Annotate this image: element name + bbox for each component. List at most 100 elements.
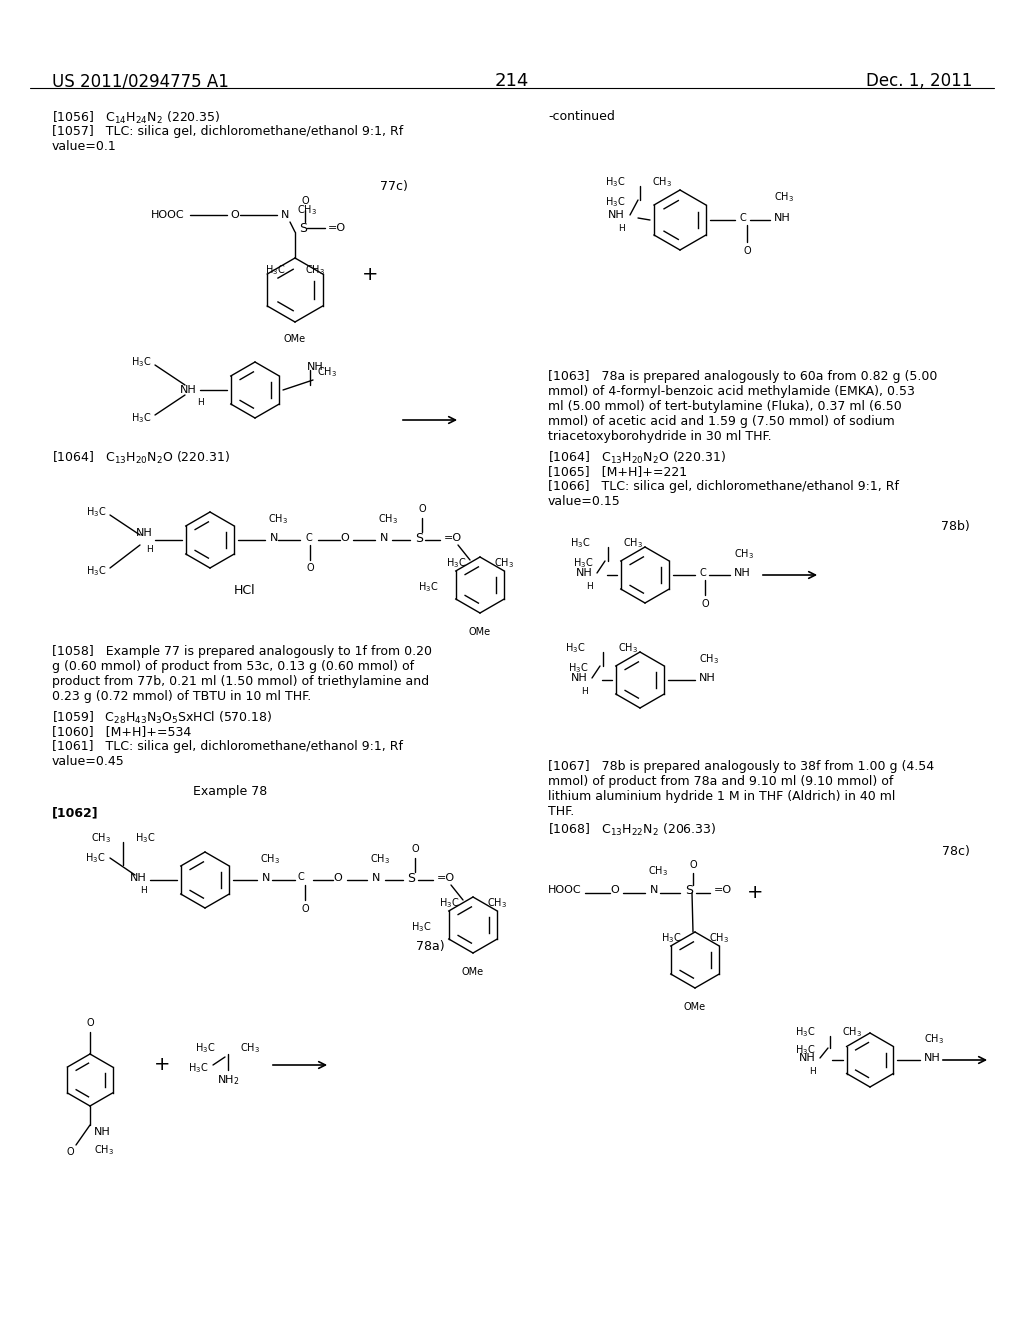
Text: O: O: [743, 246, 751, 256]
Text: CH$_3$: CH$_3$: [652, 176, 672, 189]
Text: HOOC: HOOC: [152, 210, 185, 220]
Text: NH$_2$: NH$_2$: [217, 1073, 240, 1086]
Text: O: O: [306, 564, 313, 573]
Text: N: N: [270, 533, 279, 543]
Text: NH: NH: [571, 673, 588, 682]
Text: O: O: [610, 884, 620, 895]
Text: 0.23 g (0.72 mmol) of TBTU in 10 ml THF.: 0.23 g (0.72 mmol) of TBTU in 10 ml THF.: [52, 690, 311, 704]
Text: CH$_3$: CH$_3$: [260, 853, 280, 866]
Text: H$_3$C: H$_3$C: [86, 506, 106, 519]
Text: Dec. 1, 2011: Dec. 1, 2011: [865, 73, 972, 90]
Text: H$_3$C: H$_3$C: [187, 1061, 208, 1074]
Text: CH$_3$: CH$_3$: [297, 203, 317, 216]
Text: H$_3$C: H$_3$C: [86, 564, 106, 578]
Text: H$_3$C: H$_3$C: [567, 661, 588, 675]
Text: =O: =O: [714, 884, 732, 895]
Text: H$_3$C: H$_3$C: [604, 176, 625, 189]
Text: 214: 214: [495, 73, 529, 90]
Text: CH$_3$: CH$_3$: [268, 512, 288, 525]
Text: mmol) of acetic acid and 1.59 g (7.50 mmol) of sodium: mmol) of acetic acid and 1.59 g (7.50 mm…: [548, 414, 895, 428]
Text: CH$_3$: CH$_3$: [378, 512, 398, 525]
Text: H$_3$C: H$_3$C: [131, 411, 151, 425]
Text: Example 78: Example 78: [193, 785, 267, 799]
Text: H: H: [809, 1067, 816, 1076]
Text: H$_3$C: H$_3$C: [604, 195, 625, 209]
Text: NH: NH: [130, 873, 147, 883]
Text: O: O: [301, 904, 309, 913]
Text: CH$_3$: CH$_3$: [305, 263, 325, 277]
Text: C: C: [298, 873, 305, 882]
Text: OMe: OMe: [462, 968, 484, 977]
Text: NH: NH: [608, 210, 625, 220]
Text: S: S: [407, 871, 415, 884]
Text: N: N: [262, 873, 270, 883]
Text: CH$_3$: CH$_3$: [91, 832, 111, 845]
Text: S: S: [415, 532, 423, 544]
Text: O: O: [67, 1147, 74, 1158]
Text: CH$_3$: CH$_3$: [487, 896, 507, 909]
Text: H$_3$C: H$_3$C: [795, 1043, 815, 1057]
Text: [1066]   TLC: silica gel, dichloromethane/ethanol 9:1, Rf: [1066] TLC: silica gel, dichloromethane/…: [548, 480, 899, 492]
Text: CH$_3$: CH$_3$: [94, 1143, 114, 1156]
Text: CH$_3$: CH$_3$: [842, 1026, 862, 1039]
Text: =O: =O: [444, 533, 462, 543]
Text: O: O: [301, 195, 309, 206]
Text: CH$_3$: CH$_3$: [240, 1041, 260, 1055]
Text: H$_3$C: H$_3$C: [438, 896, 459, 909]
Text: CH$_3$: CH$_3$: [317, 366, 337, 379]
Text: [1068]   C$_{13}$H$_{22}$N$_{2}$ (206.33): [1068] C$_{13}$H$_{22}$N$_{2}$ (206.33): [548, 822, 717, 838]
Text: N: N: [380, 533, 388, 543]
Text: CH$_3$: CH$_3$: [709, 931, 729, 945]
Text: +: +: [361, 265, 378, 285]
Text: H: H: [140, 886, 147, 895]
Text: O: O: [412, 843, 419, 854]
Text: CH$_3$: CH$_3$: [774, 190, 794, 205]
Text: NH: NH: [774, 213, 791, 223]
Text: O: O: [341, 533, 349, 543]
Text: [1062]: [1062]: [52, 807, 98, 818]
Text: H$_3$C: H$_3$C: [569, 536, 590, 550]
Text: H$_3$C: H$_3$C: [660, 931, 681, 945]
Text: H$_3$C: H$_3$C: [264, 263, 285, 277]
Text: O: O: [86, 1018, 94, 1028]
Text: 78c): 78c): [942, 845, 970, 858]
Text: N: N: [281, 210, 289, 220]
Text: C: C: [305, 533, 311, 543]
Text: CH$_3$: CH$_3$: [734, 548, 754, 561]
Text: 77c): 77c): [380, 180, 408, 193]
Text: OMe: OMe: [469, 627, 492, 638]
Text: HCl: HCl: [234, 583, 256, 597]
Text: CH$_3$: CH$_3$: [699, 652, 719, 667]
Text: [1064]   C$_{13}$H$_{20}$N$_{2}$O (220.31): [1064] C$_{13}$H$_{20}$N$_{2}$O (220.31): [52, 450, 230, 466]
Text: NH: NH: [800, 1053, 816, 1063]
Text: [1057]   TLC: silica gel, dichloromethane/ethanol 9:1, Rf: [1057] TLC: silica gel, dichloromethane/…: [52, 125, 403, 139]
Text: H: H: [582, 686, 588, 696]
Text: CH$_3$: CH$_3$: [494, 556, 514, 570]
Text: CH$_3$: CH$_3$: [618, 642, 638, 655]
Text: -continued: -continued: [548, 110, 614, 123]
Text: triacetoxyborohydride in 30 ml THF.: triacetoxyborohydride in 30 ml THF.: [548, 430, 772, 444]
Text: =O: =O: [437, 873, 455, 883]
Text: [1060]   [M+H]+=534: [1060] [M+H]+=534: [52, 725, 191, 738]
Text: H$_3$C: H$_3$C: [195, 1041, 215, 1055]
Text: C: C: [740, 213, 746, 223]
Text: CH$_3$: CH$_3$: [623, 536, 643, 550]
Text: +: +: [746, 883, 763, 903]
Text: [1067]   78b is prepared analogously to 38f from 1.00 g (4.54: [1067] 78b is prepared analogously to 38…: [548, 760, 934, 774]
Text: [1061]   TLC: silica gel, dichloromethane/ethanol 9:1, Rf: [1061] TLC: silica gel, dichloromethane/…: [52, 741, 403, 752]
Text: =O: =O: [328, 223, 346, 234]
Text: N: N: [372, 873, 380, 883]
Text: THF.: THF.: [548, 805, 574, 818]
Text: NH: NH: [699, 673, 716, 682]
Text: mmol) of 4-formyl-benzoic acid methylamide (EMKA), 0.53: mmol) of 4-formyl-benzoic acid methylami…: [548, 385, 914, 399]
Text: N: N: [650, 884, 658, 895]
Text: S: S: [299, 222, 307, 235]
Text: 78a): 78a): [417, 940, 445, 953]
Text: H$_3$C: H$_3$C: [418, 579, 438, 594]
Text: 78b): 78b): [941, 520, 970, 533]
Text: H$_3$C: H$_3$C: [572, 556, 593, 570]
Text: NH: NH: [136, 528, 153, 539]
Text: NH: NH: [180, 385, 197, 395]
Text: value=0.15: value=0.15: [548, 495, 621, 508]
Text: H$_3$C: H$_3$C: [131, 355, 151, 368]
